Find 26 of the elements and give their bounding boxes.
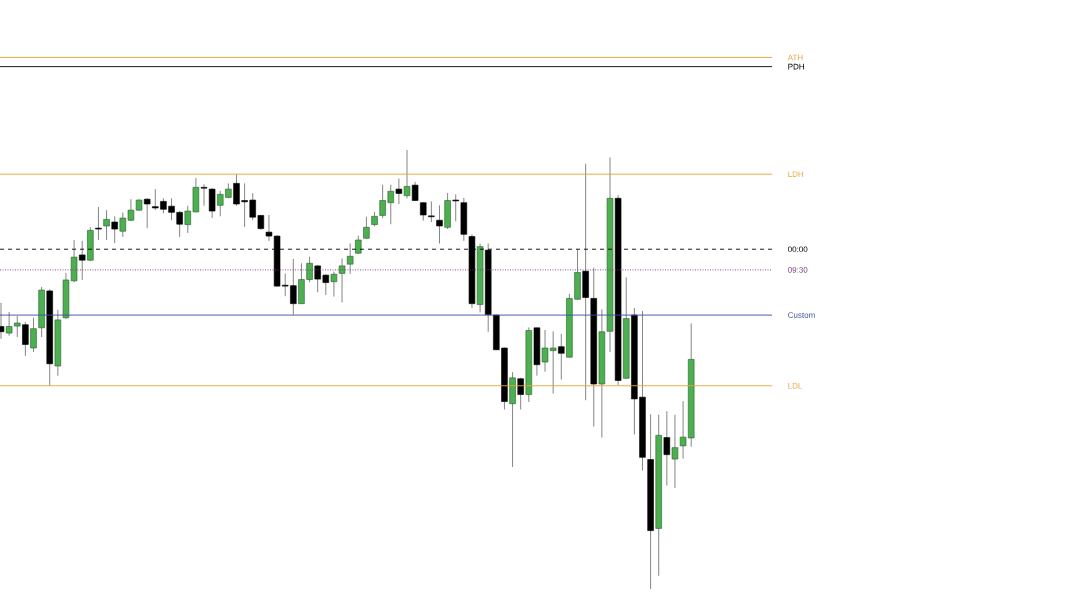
candlestick: [22, 321, 29, 357]
candlestick: [517, 377, 524, 410]
candlestick: [346, 243, 354, 275]
text: 00:00: [788, 246, 808, 253]
candlestick: [111, 215, 118, 244]
ref-line-label: PDH: [788, 63, 804, 70]
candlestick: [330, 271, 338, 298]
candlestick: [95, 206, 102, 241]
candlestick: [436, 204, 443, 244]
candlestick: [103, 209, 110, 241]
ref-line-label: Custom: [788, 312, 815, 318]
candlestick: [558, 333, 565, 381]
ref-line-label: ATH: [787, 54, 803, 61]
candlestick: [30, 317, 37, 353]
candlestick: [663, 410, 671, 486]
candlestick: [338, 258, 346, 303]
candlestick: [143, 197, 151, 229]
text: 09:30: [788, 267, 808, 273]
candlestick: [411, 181, 419, 202]
ref-line-label: LDL: [788, 383, 803, 389]
candlestick: [395, 178, 403, 205]
ref-line-label: LDH: [788, 171, 804, 177]
candlestick: [671, 414, 679, 489]
candlestick: [403, 149, 411, 199]
candlestick: [452, 193, 459, 222]
candlestick: [363, 216, 370, 240]
